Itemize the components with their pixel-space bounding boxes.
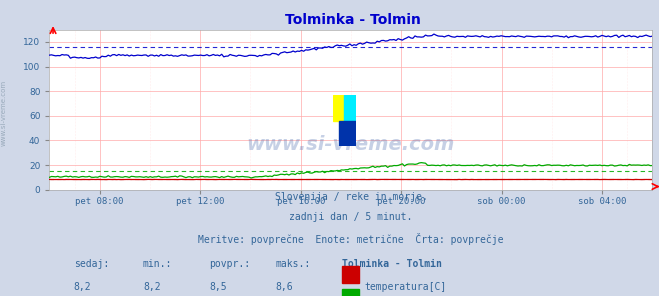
Text: povpr.:: povpr.: — [209, 259, 250, 269]
Text: Slovenija / reke in morje.: Slovenija / reke in morje. — [275, 192, 427, 202]
Text: zadnji dan / 5 minut.: zadnji dan / 5 minut. — [289, 213, 413, 223]
Text: www.si-vreme.com: www.si-vreme.com — [246, 135, 455, 155]
Bar — [342, 289, 358, 296]
Text: maks.:: maks.: — [275, 259, 311, 269]
Text: 8,5: 8,5 — [209, 282, 227, 292]
Text: Tolminka - Tolmin: Tolminka - Tolmin — [285, 13, 420, 27]
Text: Tolminka - Tolmin: Tolminka - Tolmin — [342, 259, 442, 269]
Text: Meritve: povprečne  Enote: metrične  Črta: povprečje: Meritve: povprečne Enote: metrične Črta:… — [198, 233, 503, 245]
Text: 8,2: 8,2 — [143, 282, 161, 292]
Text: min.:: min.: — [143, 259, 172, 269]
Text: 8,2: 8,2 — [74, 282, 91, 292]
Text: sedaj:: sedaj: — [74, 259, 109, 269]
Bar — [342, 266, 358, 283]
Text: 8,6: 8,6 — [275, 282, 293, 292]
Text: www.si-vreme.com: www.si-vreme.com — [0, 79, 7, 146]
Text: temperatura[C]: temperatura[C] — [365, 282, 447, 292]
